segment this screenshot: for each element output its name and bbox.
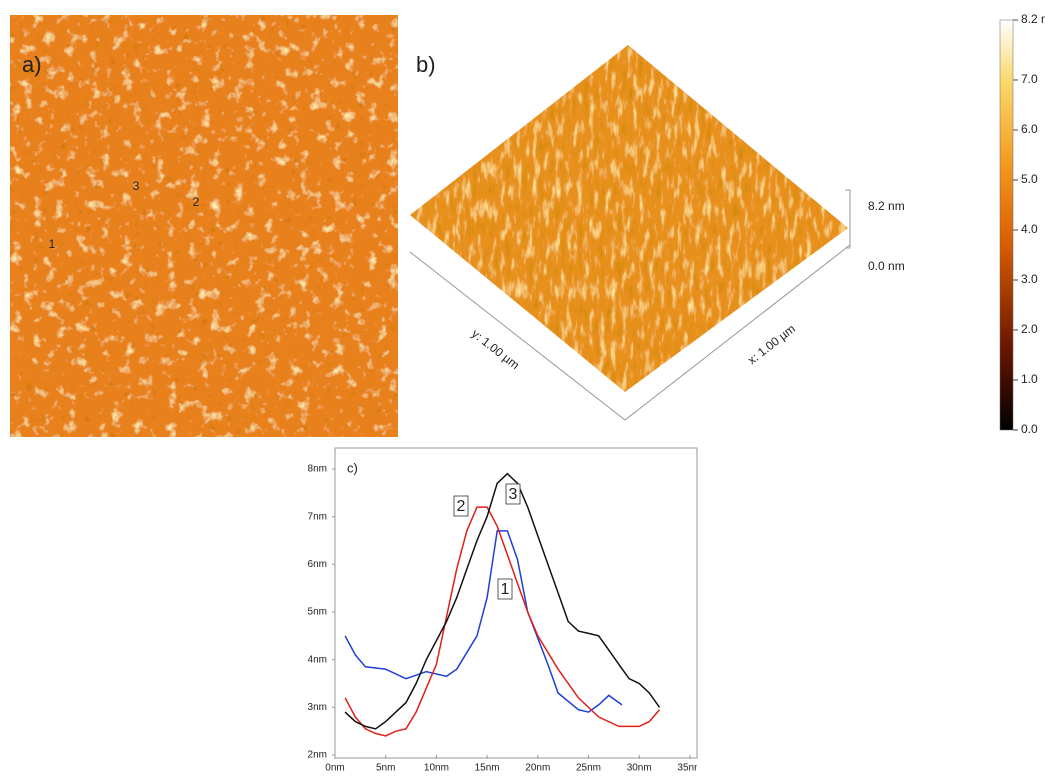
- colorbar-axis: 0.0 1.0 2.0 3.0 4.0 5.0 6.0 7.0 8.2 nm: [1013, 12, 1045, 436]
- colorbar-tick-label: 8.2 nm: [1021, 12, 1045, 26]
- x-tick-label: 30nm: [627, 763, 652, 774]
- series-label-box: [505, 483, 521, 505]
- panel-label: b): [416, 52, 436, 77]
- y-tick-label: 8nm: [308, 464, 327, 475]
- y-tick-label: 7nm: [308, 511, 327, 522]
- colorbar-tick-label: 6.0: [1021, 122, 1038, 136]
- x-tick-label: 5nm: [376, 763, 395, 774]
- colorbar-tick-label: 1.0: [1021, 372, 1038, 386]
- point-label: 2: [193, 195, 200, 209]
- x-tick-label: 10nm: [424, 763, 449, 774]
- y-tick-label: 4nm: [308, 654, 327, 665]
- series-line: [344, 530, 623, 713]
- colorbar-tick-label: 3.0: [1021, 272, 1038, 286]
- y-tick-label: 6nm: [308, 559, 327, 570]
- series-line: [344, 472, 661, 730]
- plot: 0nm 5nm 10nm 15nm 20nm 25nm 30nm 35nm: [325, 472, 702, 774]
- series-line: [344, 506, 661, 737]
- x-tick-label: 20nm: [525, 763, 550, 774]
- x-tick-label: 0nm: [325, 763, 344, 774]
- z-label: 0.0 nm: [868, 259, 905, 273]
- colorbar-tick-label: 4.0: [1021, 222, 1038, 236]
- series-label: 2: [457, 498, 466, 515]
- point-label: 3: [133, 179, 140, 193]
- colorbar-tick-label: 5.0: [1021, 172, 1038, 186]
- series-label: 3: [509, 486, 518, 503]
- x-tick-label: 25nm: [576, 763, 601, 774]
- z-label: 8.2 nm: [868, 199, 905, 213]
- axis-label: x: 1.00 µm: [745, 322, 798, 368]
- point-label: 1: [49, 237, 56, 251]
- colorbar-tick-label: 2.0: [1021, 322, 1038, 336]
- afm-image: [10, 15, 398, 437]
- panel-label: a): [22, 52, 42, 77]
- colorbar-tick-label: 7.0: [1021, 72, 1038, 86]
- series-label: 1: [501, 581, 510, 598]
- y-tick-label: 3nm: [308, 702, 327, 713]
- x-tick-label: 15nm: [475, 763, 500, 774]
- chart-title: c): [347, 460, 358, 475]
- colorbar: [999, 19, 1014, 431]
- colorbar-tick-label: 0.0: [1021, 422, 1038, 436]
- series-label-box: [453, 495, 469, 517]
- series-label-box: [497, 578, 513, 600]
- axis-frame: [409, 244, 851, 421]
- z-axis: [845, 189, 851, 249]
- y-tick-label: 2nm: [308, 750, 327, 761]
- x-tick-label: 35nm: [677, 763, 702, 774]
- y-tick-label: 5nm: [308, 607, 327, 618]
- surface-3d: [410, 45, 848, 392]
